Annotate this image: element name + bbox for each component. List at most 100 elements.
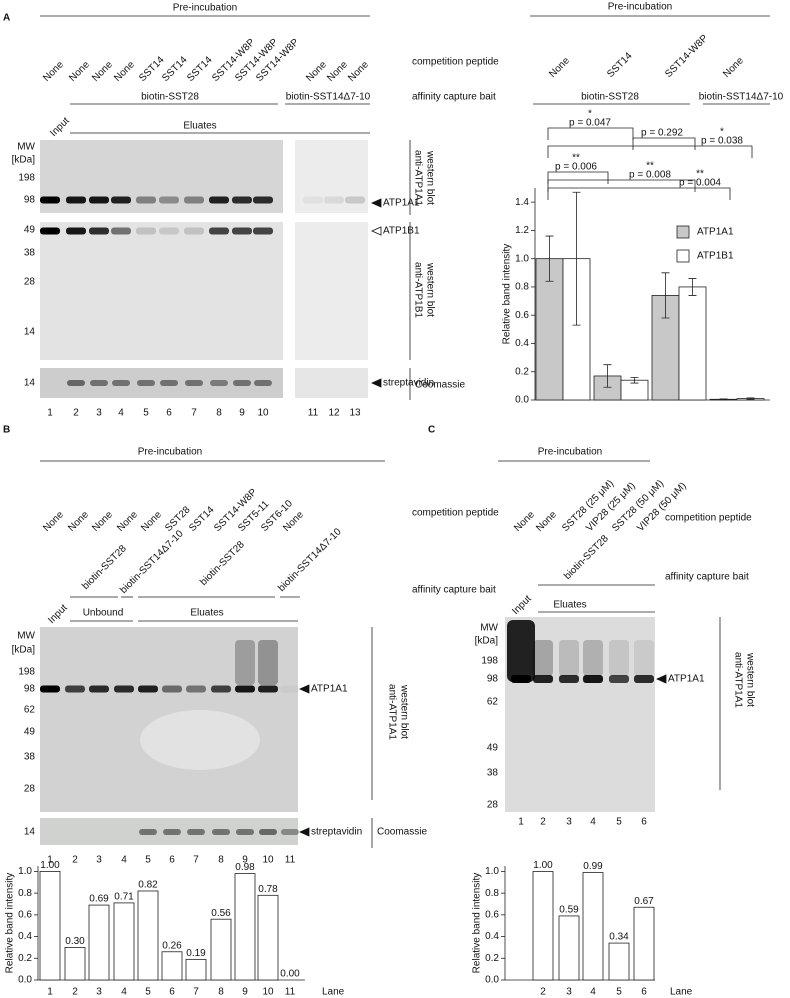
value-label: 0.56: [211, 908, 231, 919]
y-tick-label: 0.4: [485, 931, 499, 942]
band: [159, 196, 179, 204]
band: [111, 227, 131, 235]
error-bar: [603, 364, 612, 388]
x-tick-label: 9: [242, 987, 248, 998]
y-tick-label: 0.6: [515, 310, 529, 321]
mw-marker: 98: [487, 674, 499, 685]
blot: [40, 818, 298, 845]
label: Eluates: [190, 608, 223, 619]
y-tick-label: 0.6: [485, 909, 499, 920]
lane-number: 4: [590, 817, 596, 828]
label: [kDa]: [475, 636, 499, 647]
band: [209, 227, 229, 235]
bar: [558, 915, 580, 981]
peptide-label: SST14: [160, 54, 190, 84]
label: Eluates: [553, 600, 586, 611]
value-label: 0.26: [162, 940, 182, 951]
label: biotin-SST14Δ7-10: [699, 92, 784, 103]
label: Coomassie: [377, 827, 427, 838]
band: [533, 640, 553, 676]
band: [111, 196, 131, 204]
label: streptavidin: [383, 378, 434, 389]
label: Pre-incubation: [173, 3, 237, 14]
label: streptavidin: [311, 827, 362, 838]
label: biotin-SST14Δ7-10: [276, 526, 344, 594]
bar: [137, 890, 159, 981]
bar: [234, 873, 256, 981]
arrowhead: [371, 378, 382, 388]
x-tick-label: 6: [641, 987, 647, 998]
band: [187, 829, 205, 835]
legend-label: ATP1A1: [697, 227, 734, 238]
band: [184, 227, 204, 235]
mw-marker: 98: [24, 684, 36, 695]
y-tick-label: 0.8: [485, 888, 499, 899]
blot-label: anti-ATP1A1: [412, 150, 423, 206]
lane-number: 6: [641, 817, 647, 828]
bar: [678, 286, 707, 401]
blot-label: western blot: [744, 652, 755, 707]
band: [138, 685, 158, 693]
bar: [113, 902, 135, 981]
band: [559, 675, 579, 683]
blot-label: western blot: [424, 262, 435, 317]
x-tick-label: SST14: [605, 50, 635, 80]
bar: [64, 947, 86, 981]
band: [66, 196, 86, 204]
lane-number: 9: [239, 408, 245, 419]
lane-number: 12: [328, 408, 340, 419]
lane-number: 5: [145, 855, 151, 866]
x-tick-label: 2: [72, 987, 78, 998]
lane-number: 3: [96, 855, 102, 866]
band: [89, 196, 109, 204]
mw-marker: 28: [24, 784, 36, 795]
peptide-label: None: [112, 59, 137, 84]
band: [159, 227, 179, 235]
blot-label: western blot: [424, 150, 435, 205]
label: affinity capture bait: [665, 572, 749, 583]
band: [114, 685, 134, 693]
arrowhead: [371, 226, 382, 236]
y-tick-label: 1.2: [515, 225, 529, 236]
band: [634, 640, 654, 676]
bar: [257, 894, 279, 981]
value-label: 0.67: [634, 896, 654, 907]
arrowhead: [371, 198, 382, 208]
y-tick-label: 1.4: [515, 197, 529, 208]
y-tick-label: 0.0: [515, 395, 529, 406]
band: [583, 640, 603, 676]
y-tick-label: 0.2: [18, 953, 32, 964]
error-bar: [661, 272, 670, 319]
mw-marker: 62: [487, 697, 499, 708]
lane-number: 6: [169, 855, 175, 866]
band: [40, 685, 60, 693]
blot-label: anti-ATP1B1: [412, 262, 423, 318]
mw-marker: 14: [24, 378, 36, 389]
blot-label: anti-ATP1A1: [732, 652, 743, 708]
band: [66, 227, 86, 235]
label: competition peptide: [412, 57, 499, 68]
mw-marker: 49: [487, 743, 499, 754]
band: [163, 829, 181, 835]
band: [40, 196, 60, 204]
label: MW: [480, 623, 498, 634]
panel-letter: B: [3, 425, 10, 436]
band: [583, 675, 603, 683]
mw-marker: 28: [24, 277, 36, 288]
lane-number: 1: [47, 408, 53, 419]
mw-marker: 198: [481, 656, 498, 667]
peptide-label: None: [346, 59, 371, 84]
lane-number: 7: [193, 855, 199, 866]
x-tick-label: 5: [616, 987, 622, 998]
protein-label: ATP1A1: [668, 674, 705, 685]
legend-label: ATP1B1: [697, 251, 734, 262]
p-value: p = 0.004: [679, 178, 721, 189]
error-bar: [746, 397, 755, 400]
peptide-label: None: [512, 509, 537, 534]
band: [232, 196, 252, 204]
lane-number: 4: [118, 408, 124, 419]
mw-marker: 198: [18, 173, 35, 184]
band: [609, 675, 629, 683]
lane-number: 7: [191, 408, 197, 419]
